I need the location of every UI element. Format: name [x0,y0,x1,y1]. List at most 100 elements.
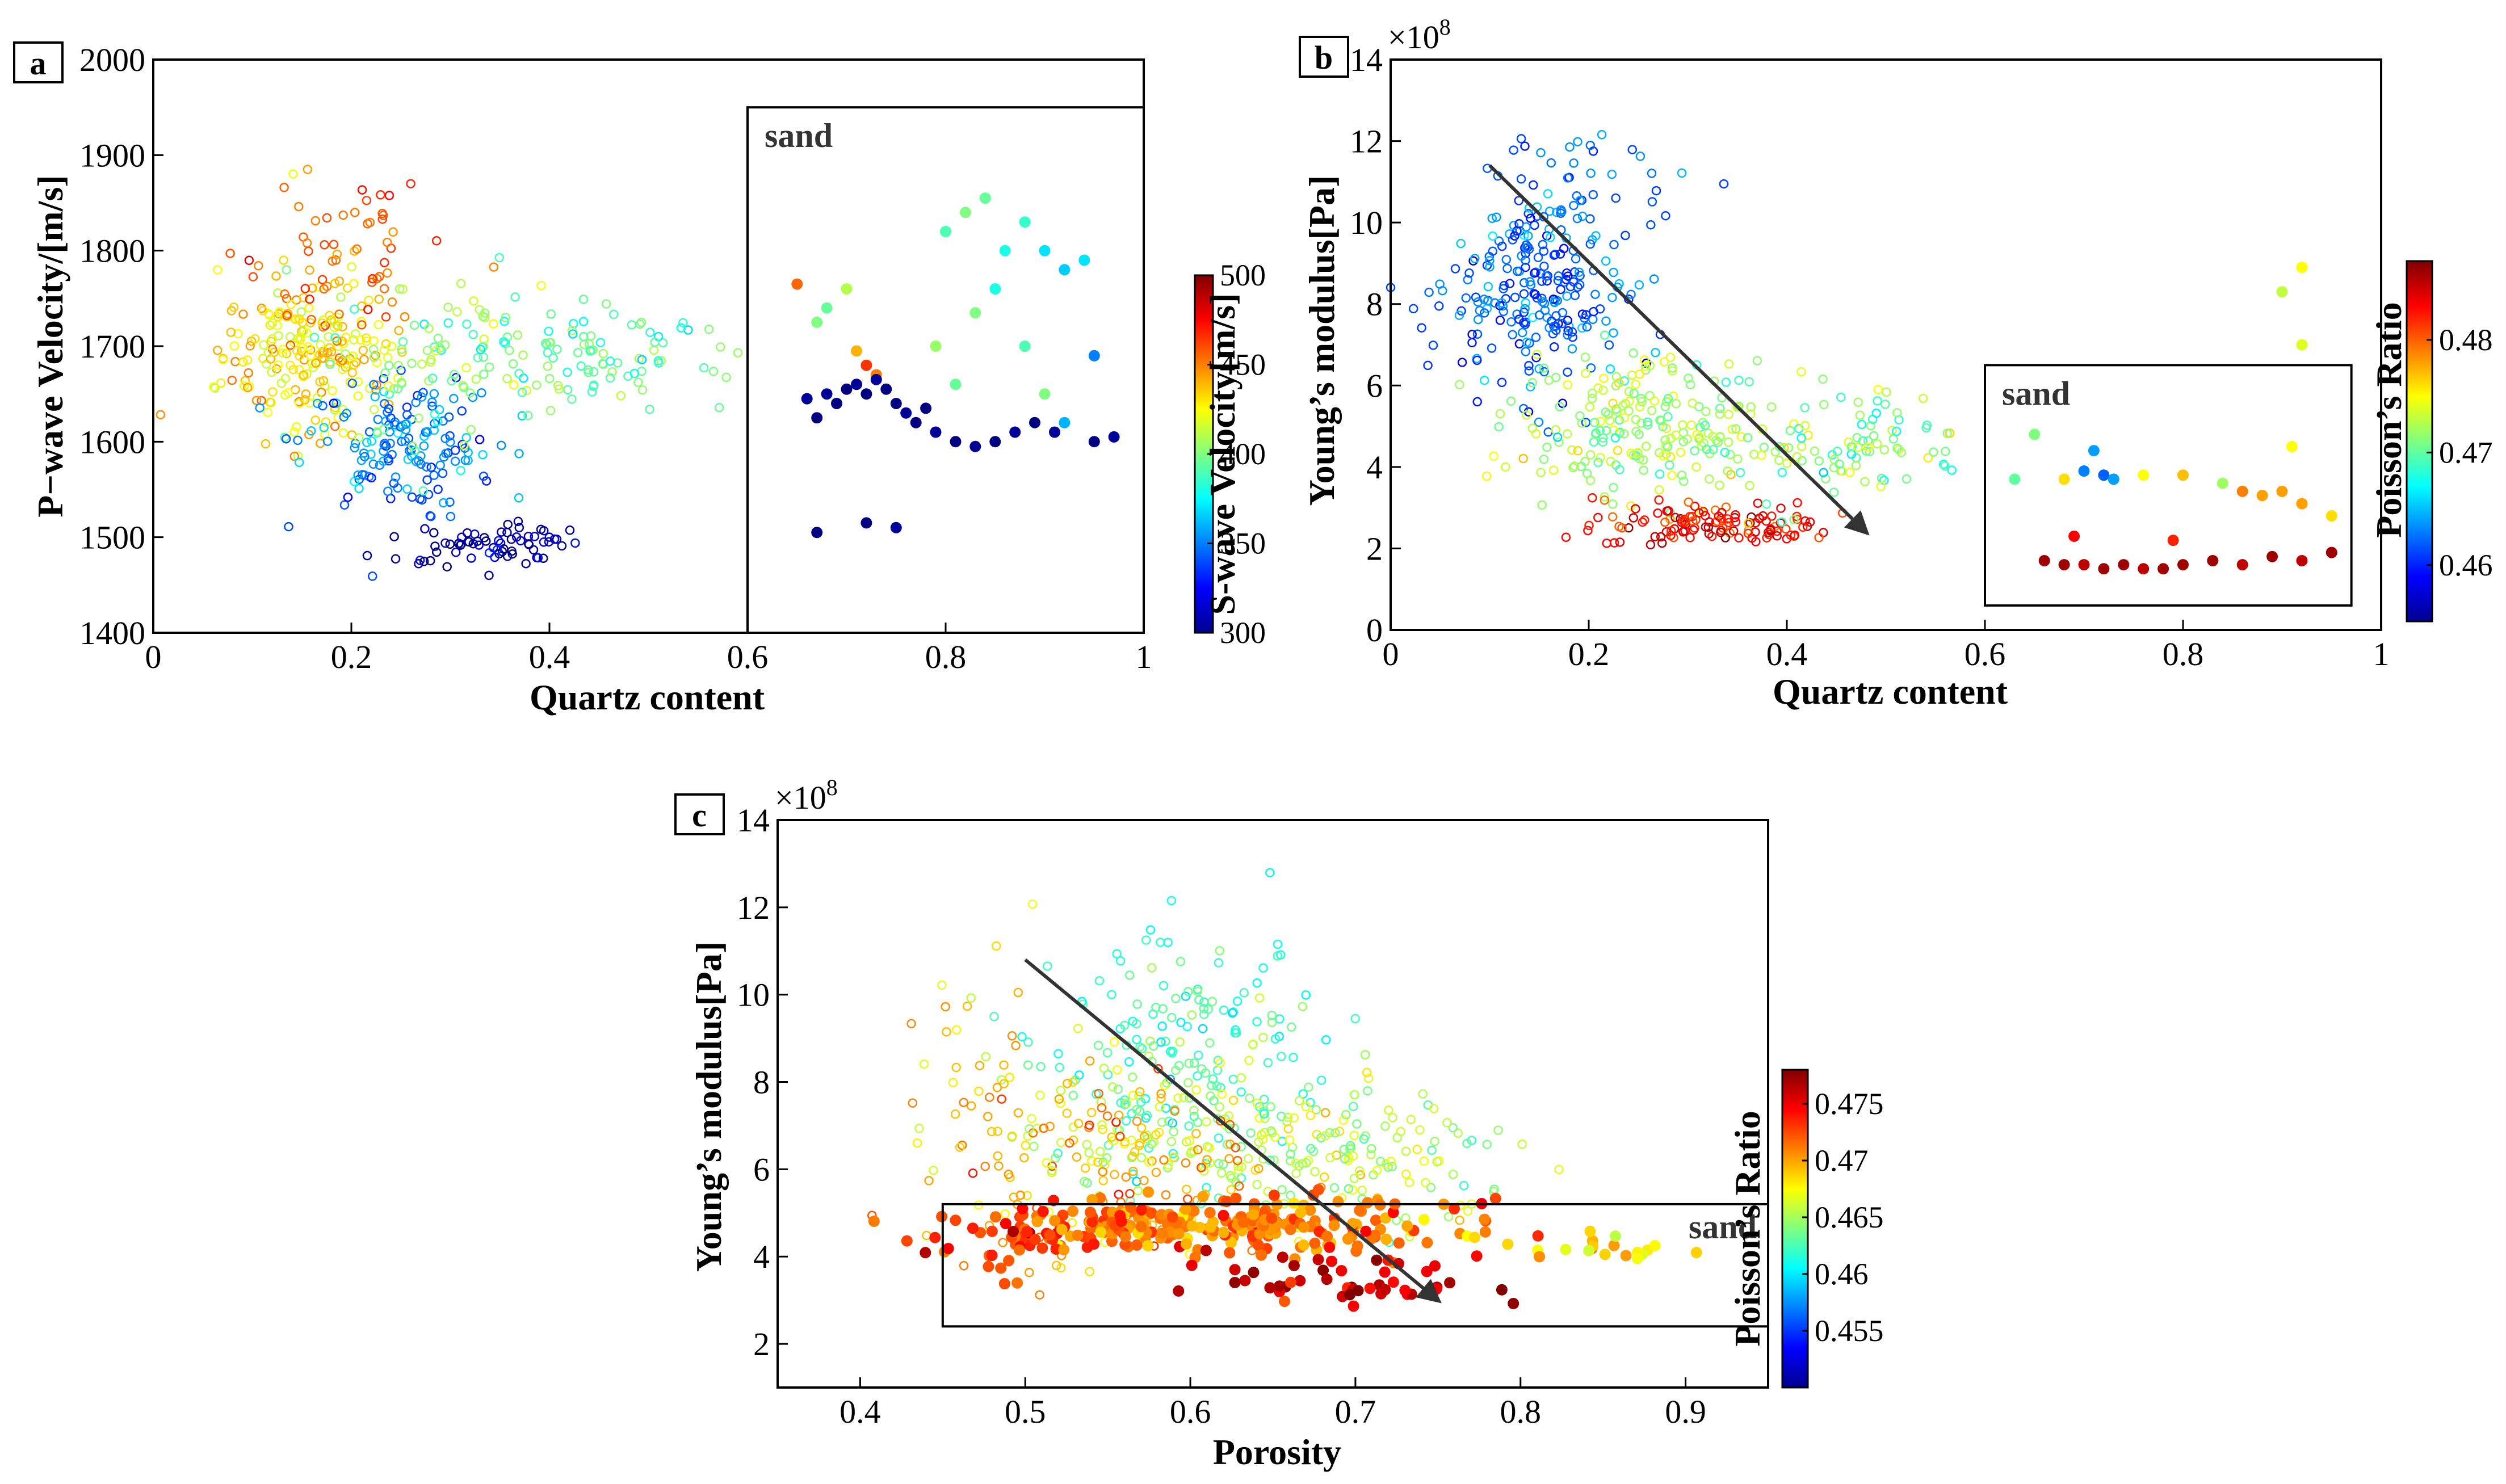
sample-point-b [1614,522,1624,531]
sand-point-c [1449,1203,1460,1215]
sample-point-a [380,368,390,378]
sample-point-c [1275,1014,1285,1024]
sample-point-c [983,1112,993,1121]
sample-point-a [461,363,471,373]
sample-point-c [1207,1081,1216,1090]
sample-point-c [1103,1140,1114,1150]
sample-point-c [1137,1044,1147,1054]
sample-point-b [1588,493,1597,503]
sample-point-b [1687,512,1697,522]
sample-point-b [1479,308,1489,318]
sample-point-a [481,536,491,546]
sand-point-c [901,1235,913,1247]
sample-point-c [1218,1159,1228,1169]
sample-point-a [333,413,343,422]
sample-point-c [1267,1128,1277,1138]
sample-point-a [369,352,379,362]
sand-point-c [1421,1266,1433,1277]
sand-point-c [1321,1273,1333,1285]
sample-point-a [353,470,363,480]
sample-point-b [1585,239,1596,249]
x-tick-label-c: 0.8 [1500,1393,1542,1430]
sample-point-c [1260,1113,1270,1124]
sand-point-c [1599,1248,1611,1260]
sample-point-a [704,325,714,334]
sample-point-a [420,524,430,534]
sample-point-b [1574,267,1584,278]
sample-point-a [567,394,577,404]
sample-point-b [1588,190,1598,200]
sample-point-c [1132,1035,1141,1045]
sand-point-a [1019,216,1031,228]
sample-point-c [1156,938,1165,947]
sample-point-a [330,279,340,288]
colorbar-tick-label-c: 0.465 [1815,1200,1884,1234]
sample-point-a [733,348,743,358]
sample-point-a [531,380,542,390]
sample-point-a [407,492,417,502]
sand-point-a [821,388,833,400]
sample-point-a [230,356,240,367]
sample-point-c [1228,1095,1239,1105]
sample-point-b [1713,438,1723,447]
sample-point-a [383,486,393,497]
sample-point-b [1635,369,1644,379]
sample-point-a [319,423,329,432]
sample-point-c [1167,1048,1177,1058]
sample-point-a [356,335,366,345]
sample-point-b [1569,200,1579,211]
sample-point-a [263,348,273,358]
colorbar-tick-label-a: 300 [1220,616,1266,650]
sample-point-c [1173,1093,1183,1103]
sand-point-c [1364,1283,1376,1294]
sample-point-a [315,377,325,386]
sample-point-b [1600,492,1609,502]
sample-point-c [1122,1099,1131,1108]
sample-point-b [1598,385,1608,395]
sample-point-b [1527,377,1537,388]
sample-point-b [1435,279,1445,289]
sample-point-b [1624,523,1634,533]
sample-point-a [289,451,300,461]
sample-point-a [299,293,308,302]
sample-point-b [1736,432,1747,442]
sample-point-a [546,309,556,319]
sample-point-a [307,426,316,436]
sample-point-a [272,321,282,330]
sample-point-b [1540,305,1550,316]
multiplier-exp-c: 8 [826,775,838,800]
sample-point-c [1159,1155,1169,1165]
sample-point-b [1473,314,1483,325]
sample-point-c [1183,1078,1193,1087]
sample-point-c [1174,1061,1184,1070]
colorbar-tick-label-a: 500 [1220,258,1266,292]
sample-point-c [1047,1166,1057,1175]
sample-point-a [627,320,637,330]
sample-point-b [1522,337,1531,347]
sample-point-a [311,358,321,368]
sample-point-b [1562,268,1572,278]
sand-point-c [1321,1230,1333,1242]
sample-point-c [1114,1189,1124,1199]
sand-point-a [801,393,813,405]
sample-point-a [462,319,472,329]
sample-point-a [430,409,439,419]
sample-point-a [530,532,540,541]
sample-point-b [1626,448,1636,458]
sample-point-a [347,379,358,388]
colorbar-c [1781,1069,1809,1389]
sample-point-c [1311,1105,1321,1115]
sample-point-a [282,265,291,275]
sample-point-a [267,318,278,328]
sample-point-b [1517,251,1526,261]
sample-point-c [1270,1034,1281,1044]
sand-point-b [2286,441,2298,452]
sand-point-c [1584,1225,1596,1237]
sample-point-a [394,284,405,294]
sample-point-c [957,1140,967,1150]
sample-point-b [1539,246,1549,256]
sand-point-c [1056,1224,1068,1235]
sample-point-c [914,1124,924,1133]
sample-point-b [1530,268,1539,278]
